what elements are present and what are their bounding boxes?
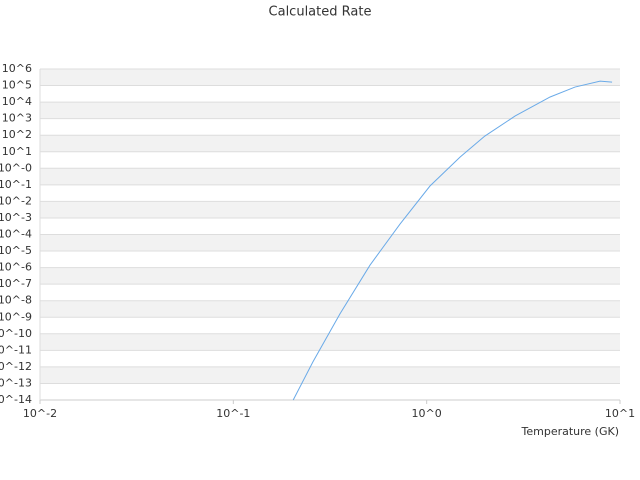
y-tick-label: 10^-3 [0,211,32,224]
y-tick-label: 10^-5 [0,244,32,257]
x-tick-label: 10^0 [412,407,442,420]
grid-band [40,267,620,285]
y-tick-label: 10^1 [2,145,32,158]
y-tick-label: 10^-4 [0,228,32,241]
y-tick-label: 10^-1 [0,178,32,191]
y-tick-label: 10^3 [2,112,32,125]
grid-band [40,69,620,86]
y-tick-label: 10^-12 [0,360,32,373]
x-tick-label: 10^1 [605,407,635,420]
y-tick-label: 10^4 [2,95,32,108]
y-tick-label: 10^2 [2,128,32,141]
y-tick-label: 10^5 [2,79,32,92]
y-tick-label: 10^-9 [0,310,32,323]
grid-band [40,102,620,119]
y-tick-label: 10^-0 [0,161,32,174]
x-tick-label: 10^-1 [216,407,250,420]
y-tick-label: 10^-13 [0,376,32,389]
x-axis-label: Temperature (GK) [521,425,620,438]
grid-band [40,300,620,318]
grid-band [40,135,620,152]
x-tick-label: 10^-2 [23,407,57,420]
grid-band [40,168,620,185]
y-tick-label: 10^6 [2,62,32,75]
y-tick-label: 10^-11 [0,343,32,356]
y-tick-label: 10^-8 [0,294,32,307]
grid-band [40,201,620,218]
chart-title: Calculated Rate [269,5,372,20]
y-tick-label: 10^-6 [0,261,32,274]
grid-band [40,333,620,351]
data-line [292,80,613,401]
grid-band [40,366,620,384]
y-tick-label: 10^-10 [0,327,32,340]
y-tick-label: 10^-14 [0,393,32,406]
y-tick-label: 10^-2 [0,194,32,207]
grid-band [40,234,620,252]
y-tick-label: 10^-7 [0,277,32,290]
